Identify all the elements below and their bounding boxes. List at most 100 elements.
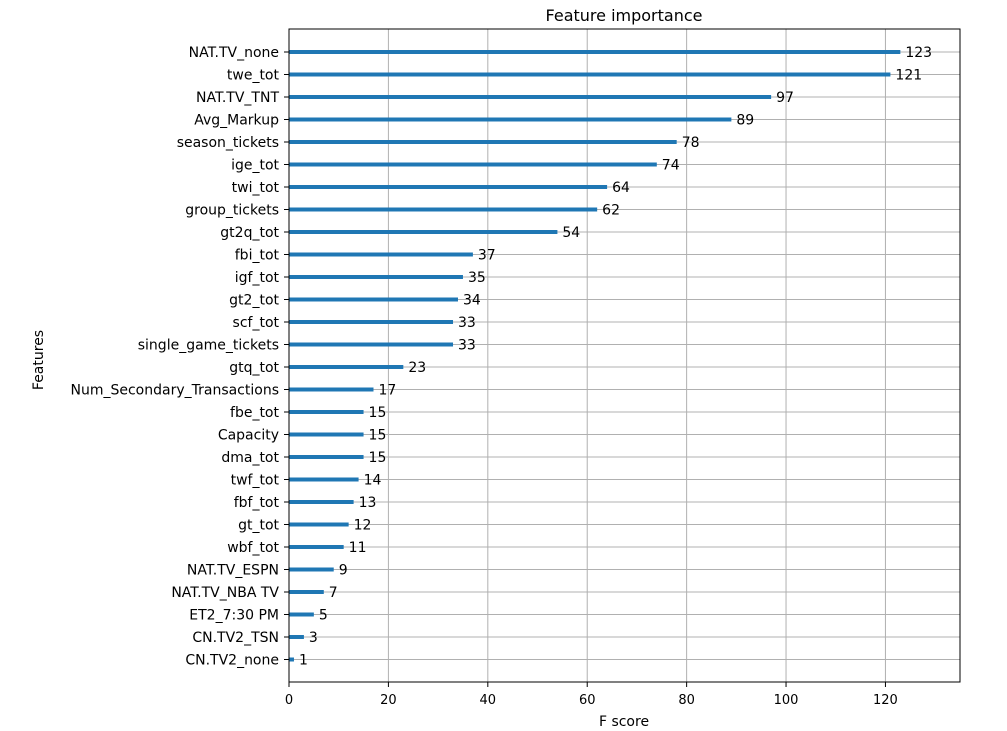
chart-title: Feature importance	[546, 6, 703, 25]
y-tick-label: twe_tot	[227, 68, 280, 84]
y-tick-label: wbf_tot	[227, 540, 279, 556]
y-tick-label: scf_tot	[233, 315, 280, 331]
bar-value-label: 123	[905, 45, 932, 61]
y-tick-label: gt_tot	[238, 518, 279, 534]
bar	[289, 635, 304, 639]
bar	[289, 365, 404, 369]
bar	[289, 590, 324, 594]
y-tick-label: NAT.TV_none	[189, 45, 279, 61]
y-tick-label: fbf_tot	[234, 495, 280, 511]
grid-lines	[288, 29, 960, 682]
y-tick-label: CN.TV2_TSN	[192, 630, 279, 646]
y-tick-label: twf_tot	[231, 473, 280, 489]
bar	[289, 432, 364, 437]
bar	[289, 207, 598, 212]
y-axis-label: Features	[31, 330, 47, 390]
bar	[289, 50, 901, 54]
x-tick-label: 0	[285, 693, 293, 708]
y-tick-label: Capacity	[218, 428, 279, 444]
x-tick-label: 40	[480, 693, 497, 708]
bar-value-label: 11	[349, 540, 367, 556]
bar	[289, 252, 473, 257]
x-tick-label: 80	[678, 693, 695, 708]
y-tick-label: ET2_7:30 PM	[189, 608, 279, 624]
bar-value-label: 15	[369, 428, 387, 444]
bar	[289, 545, 344, 549]
value-labels-group: 1231219789787464625437353433332317151515…	[299, 45, 932, 669]
y-tick-label: Num_Secondary_Transactions	[70, 383, 279, 399]
bar	[289, 387, 374, 392]
bar-value-label: 7	[329, 585, 338, 601]
bar-value-label: 62	[602, 203, 620, 219]
bar	[289, 117, 732, 122]
x-tick-label: 120	[873, 693, 898, 708]
bar-value-label: 97	[776, 90, 794, 106]
bar	[289, 477, 359, 482]
bar	[289, 455, 364, 459]
bar	[289, 522, 349, 527]
bar-value-label: 15	[369, 450, 387, 466]
bar-value-label: 33	[458, 338, 476, 354]
bar-value-label: 3	[309, 630, 318, 646]
bar	[289, 230, 558, 234]
y-tick-label: dma_tot	[221, 450, 279, 466]
bar	[289, 320, 454, 324]
bar-value-label: 14	[364, 473, 382, 489]
y-tick-label: fbi_tot	[235, 248, 280, 264]
x-tick-label: 60	[579, 693, 596, 708]
bar-value-label: 9	[339, 563, 348, 579]
bar-value-label: 33	[458, 315, 476, 331]
y-tick-label: Avg_Markup	[194, 113, 279, 129]
y-tick-label: fbe_tot	[230, 405, 279, 421]
y-tick-label: gtq_tot	[229, 360, 279, 376]
bar	[289, 342, 454, 347]
y-tick-label: season_tickets	[177, 135, 279, 151]
bar-value-label: 17	[378, 383, 396, 399]
y-tick-label: CN.TV2_none	[185, 653, 279, 669]
plot-frame	[288, 28, 961, 683]
bar	[289, 72, 891, 77]
y-tick-label: NAT.TV_TNT	[196, 90, 279, 106]
y-tick-labels-group: NAT.TV_none twe_tot NAT.TV_TNT Avg_Markupse…	[70, 45, 289, 669]
y-tick-label: igf_tot	[235, 270, 280, 286]
x-tick-labels-group: 0 20 40 60 80 100 120	[285, 682, 898, 708]
bar	[289, 162, 657, 167]
x-axis-label: F score	[599, 714, 649, 730]
bar-value-label: 5	[319, 608, 328, 624]
y-tick-label: ige_tot	[231, 158, 279, 174]
bar	[289, 185, 608, 189]
bar	[289, 140, 677, 144]
y-tick-label: gt2q_tot	[220, 225, 279, 241]
y-tick-label: group_tickets	[185, 203, 279, 219]
bar-value-label: 12	[354, 518, 372, 534]
bar-value-label: 1	[299, 653, 308, 669]
bar	[289, 612, 314, 617]
bars-group	[289, 50, 901, 662]
x-tick-label: 100	[774, 693, 799, 708]
bar-value-label: 15	[369, 405, 387, 421]
y-tick-label: single_game_tickets	[138, 338, 279, 354]
x-tick-label: 20	[380, 693, 397, 708]
y-tick-label: NAT.TV_NBA TV	[171, 585, 279, 601]
bar-value-label: 78	[682, 135, 700, 151]
bar	[289, 410, 364, 414]
bar	[289, 275, 463, 279]
bar-value-label: 13	[359, 495, 377, 511]
bar	[289, 657, 294, 662]
y-tick-label: gt2_tot	[229, 293, 279, 309]
bar-value-label: 89	[736, 113, 754, 129]
bar	[289, 500, 354, 504]
y-tick-label: NAT.TV_ESPN	[187, 563, 279, 579]
bar	[289, 95, 772, 99]
bar-value-label: 35	[468, 270, 486, 286]
bar-value-label: 64	[612, 180, 630, 196]
bar	[289, 297, 458, 302]
bar	[289, 567, 334, 572]
bar-value-label: 74	[662, 158, 680, 174]
bar-value-label: 54	[562, 225, 580, 241]
y-tick-label: twi_tot	[232, 180, 280, 196]
bar-value-label: 34	[463, 293, 481, 309]
bar-value-label: 37	[478, 248, 496, 264]
bar-value-label: 23	[408, 360, 426, 376]
